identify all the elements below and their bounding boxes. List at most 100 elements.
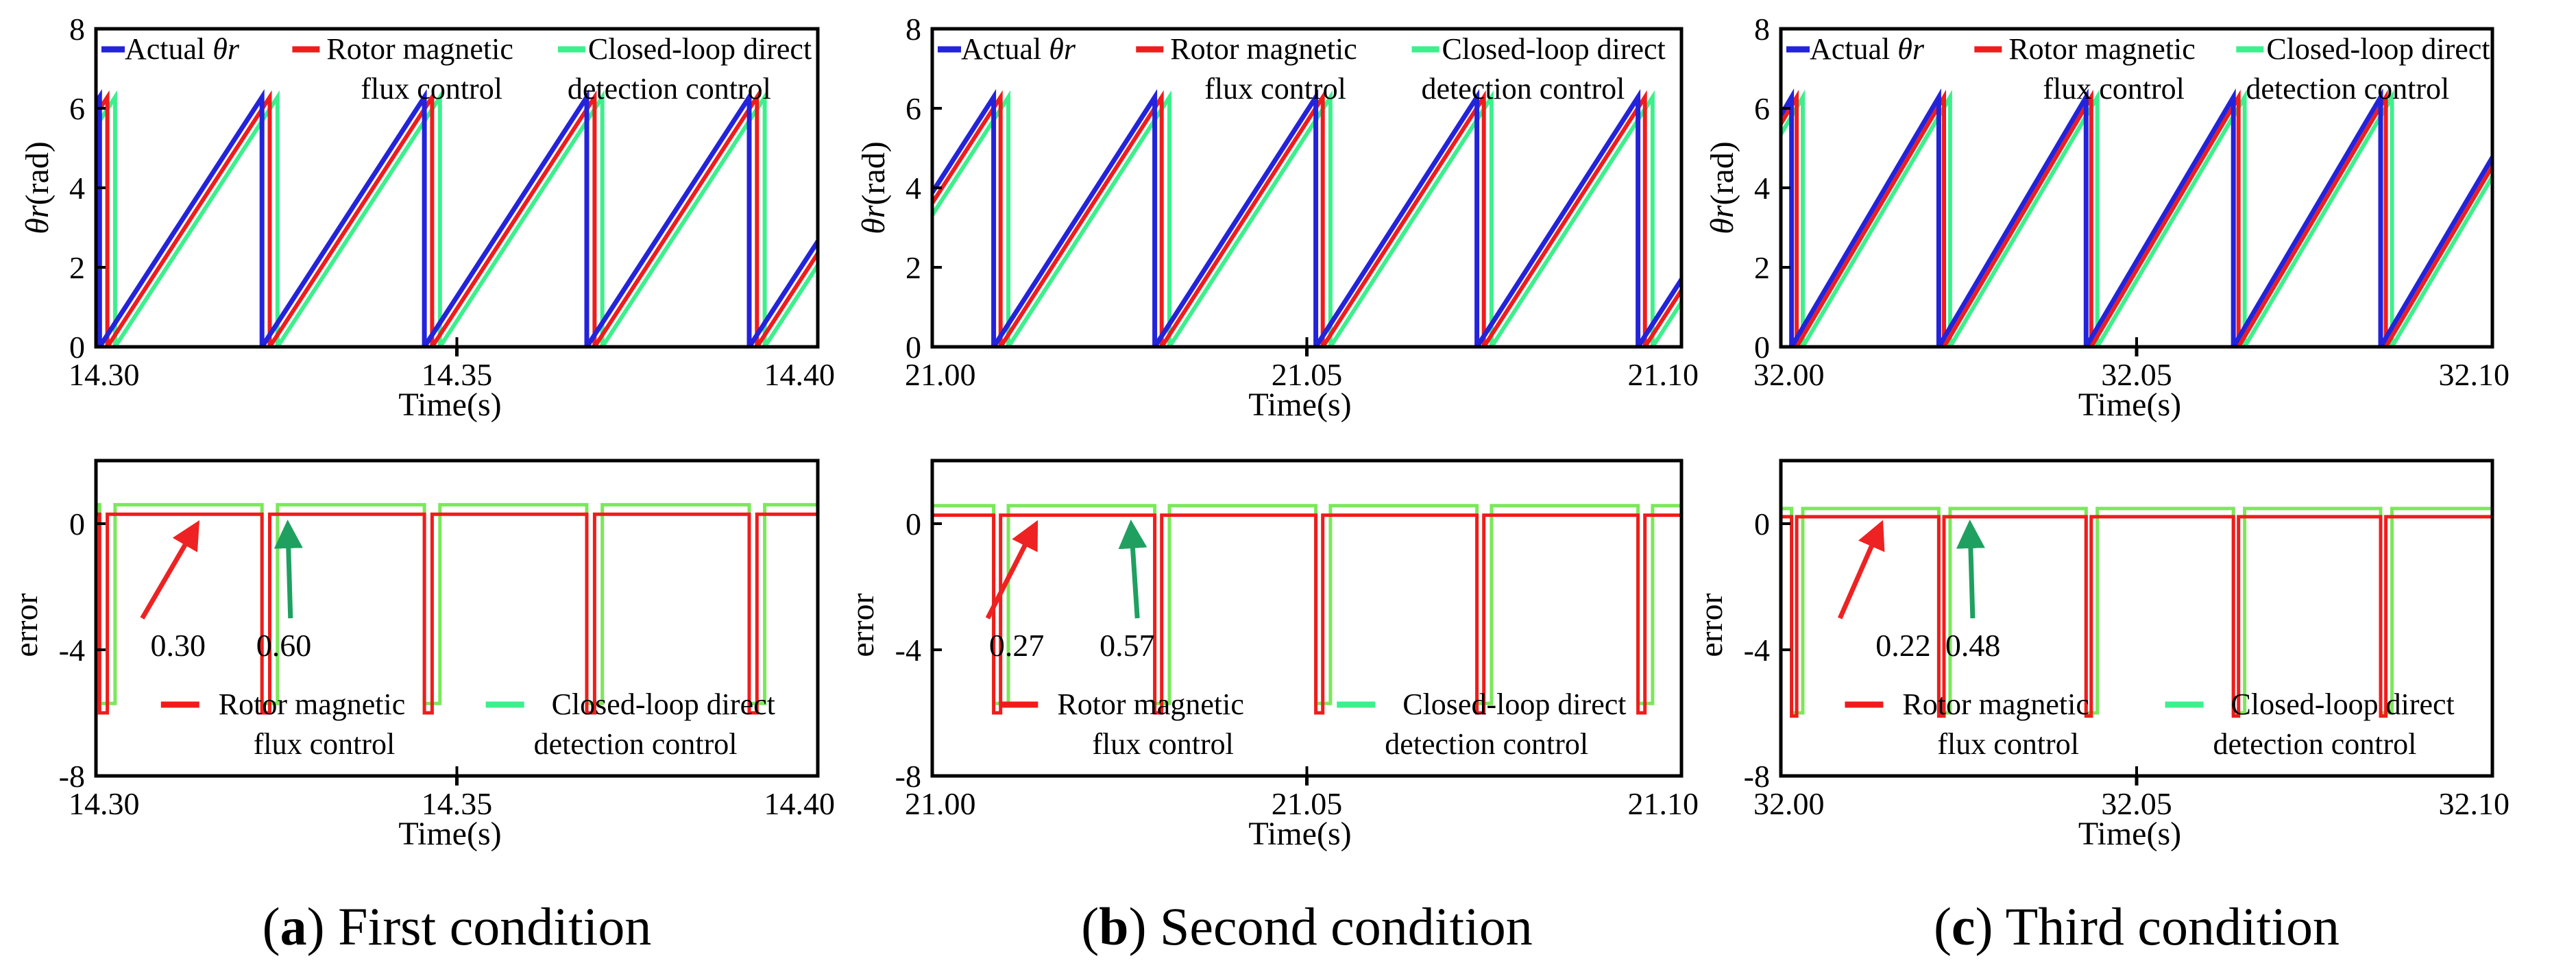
y-tick-label: 6 [69,91,85,126]
y-tick-label: 2 [906,250,921,285]
legend-label-closed-2: detection control [2213,727,2417,761]
y-tick-label: 8 [69,12,85,47]
legend-label-closed-2: detection control [534,727,738,761]
legend-label-closed: Closed-loop direct [1442,32,1666,66]
annotation-rotor: 0.22 [1875,628,1931,663]
legend-label-closed-2: detection control [1385,727,1588,761]
y-tick-label: 4 [69,171,85,206]
ylabel-theta: θr [19,205,56,234]
annotation-closed: 0.48 [1945,628,2001,663]
y-axis-label: θr(rad) [1704,141,1740,234]
legend-label-closed: Closed-loop direct [552,687,775,721]
legend-label-closed-2: detection control [568,72,771,106]
error-chart-a: 0 -4 -814.30 14.35 14.40 Time(s) error Rotor ma… [8,459,835,852]
series-line-rotor [932,90,1681,347]
y-axis-label: θr(rad) [19,141,56,234]
x-tick-label: 14.40 [764,357,836,392]
y-tick-label: 8 [906,12,921,47]
plot-area [932,88,1681,347]
y-tick-label: 0 [906,330,921,365]
caption-letter: b [1099,897,1128,956]
caption-c: (c) Third condition [1934,897,2340,956]
legend-label-rotor: Rotor magnetic [219,687,406,721]
legend-label-actual: Actual θr [961,32,1076,66]
legend-label-rotor: Rotor magnetic [1902,687,2089,721]
x-axis-label: Time(s) [2078,816,2181,852]
y-tick-label: 6 [906,91,921,126]
x-axis-label: Time(s) [1248,816,1351,852]
x-tick-label: 32.00 [1753,786,1825,821]
y-tick-label: -4 [59,633,85,668]
x-tick-label: 32.10 [2439,357,2510,392]
y-tick-label: 0 [906,507,921,541]
y-tick-label: 0 [69,330,85,365]
y-tick-label: -8 [895,759,921,794]
y-axis-label: error [8,593,45,657]
annotations: 0.22 0.48 [1838,520,2001,663]
caption-letter: a [280,897,307,956]
x-tick-label: 21.10 [1628,357,1699,392]
x-tick-label: 32.10 [2439,786,2510,821]
y-tick-label: 8 [1754,12,1770,47]
x-tick-label: 14.30 [69,786,140,821]
x-tick-label: 21.00 [905,357,976,392]
series-line-rotor [932,513,1681,715]
y-tick-label: 0 [1754,330,1770,365]
series-line-closed [932,504,1681,705]
x-tick-label: 21.00 [905,786,976,821]
arrow-closed [1118,520,1147,619]
caption-paren-open: ( [1081,897,1099,956]
ylabel-theta: θr [1704,205,1740,234]
x-tick-label: 14.30 [69,357,140,392]
x-tick-label: 14.35 [422,357,493,392]
legend-label-actual: Actual θr [1810,32,1925,66]
legend-label-closed-2: detection control [2246,72,2449,106]
error-chart-b: 0 -4 -821.00 21.05 21.10 Time(s) error Rotor ma… [845,459,1699,852]
legend-label-rotor-2: flux control [361,72,502,106]
legend-label-rotor-2: flux control [1092,727,1234,761]
y-tick-label: -4 [895,633,921,668]
legend-label-rotor: Rotor magnetic [326,32,513,66]
series-line-rotor [1781,515,2492,718]
annotation-rotor: 0.30 [151,628,206,663]
series-line-actual [1781,88,2492,347]
plot-area [1781,88,2492,347]
caption-paren-close: ) [1976,897,1993,956]
y-tick-label: 2 [1754,250,1770,285]
legend-label-rotor: Rotor magnetic [1170,32,1357,66]
legend-label-closed: Closed-loop direct [2231,687,2455,721]
series-line-rotor [1781,89,2492,347]
legend-label-rotor-2: flux control [1204,72,1346,106]
legend: Actual θr Rotor magnetic flux control Close… [1786,32,2490,106]
caption-paren-open: ( [263,897,280,956]
x-axis-label: Time(s) [2078,387,2181,423]
legend: Actual θr Rotor magnetic flux control Close… [101,32,812,106]
y-tick-label: 0 [69,507,85,541]
caption-letter: c [1952,897,1976,956]
series-line-rotor [96,90,818,347]
legend: Rotor magnetic flux control Closed-loop di… [999,687,1626,761]
y-tick-label: 6 [1754,91,1770,126]
caption-a: (a) First condition [263,897,652,956]
legend-text-theta: θr [212,32,240,66]
plot-area [1781,507,2492,718]
series-line-closed [96,90,818,347]
legend-label-rotor-2: flux control [254,727,396,761]
arrow-rotor [140,520,200,620]
series-line-rotor [96,512,818,715]
caption-text: Third condition [1993,897,2340,956]
caption-text: First condition [325,897,652,956]
x-axis-label: Time(s) [398,387,501,423]
y-axis-label: θr(rad) [855,141,892,234]
series-line-closed [932,90,1681,347]
legend-label-rotor-2: flux control [1937,727,2079,761]
x-axis-label: Time(s) [398,816,501,852]
x-axis-label: Time(s) [1248,387,1351,423]
annotations: 0.27 0.57 [985,520,1155,663]
annotation-closed: 0.60 [256,628,312,663]
legend: Actual θr Rotor magnetic flux control Close… [938,32,1666,106]
legend-text-theta: θr [1049,32,1076,66]
legend-label-rotor-2: flux control [2043,72,2185,106]
